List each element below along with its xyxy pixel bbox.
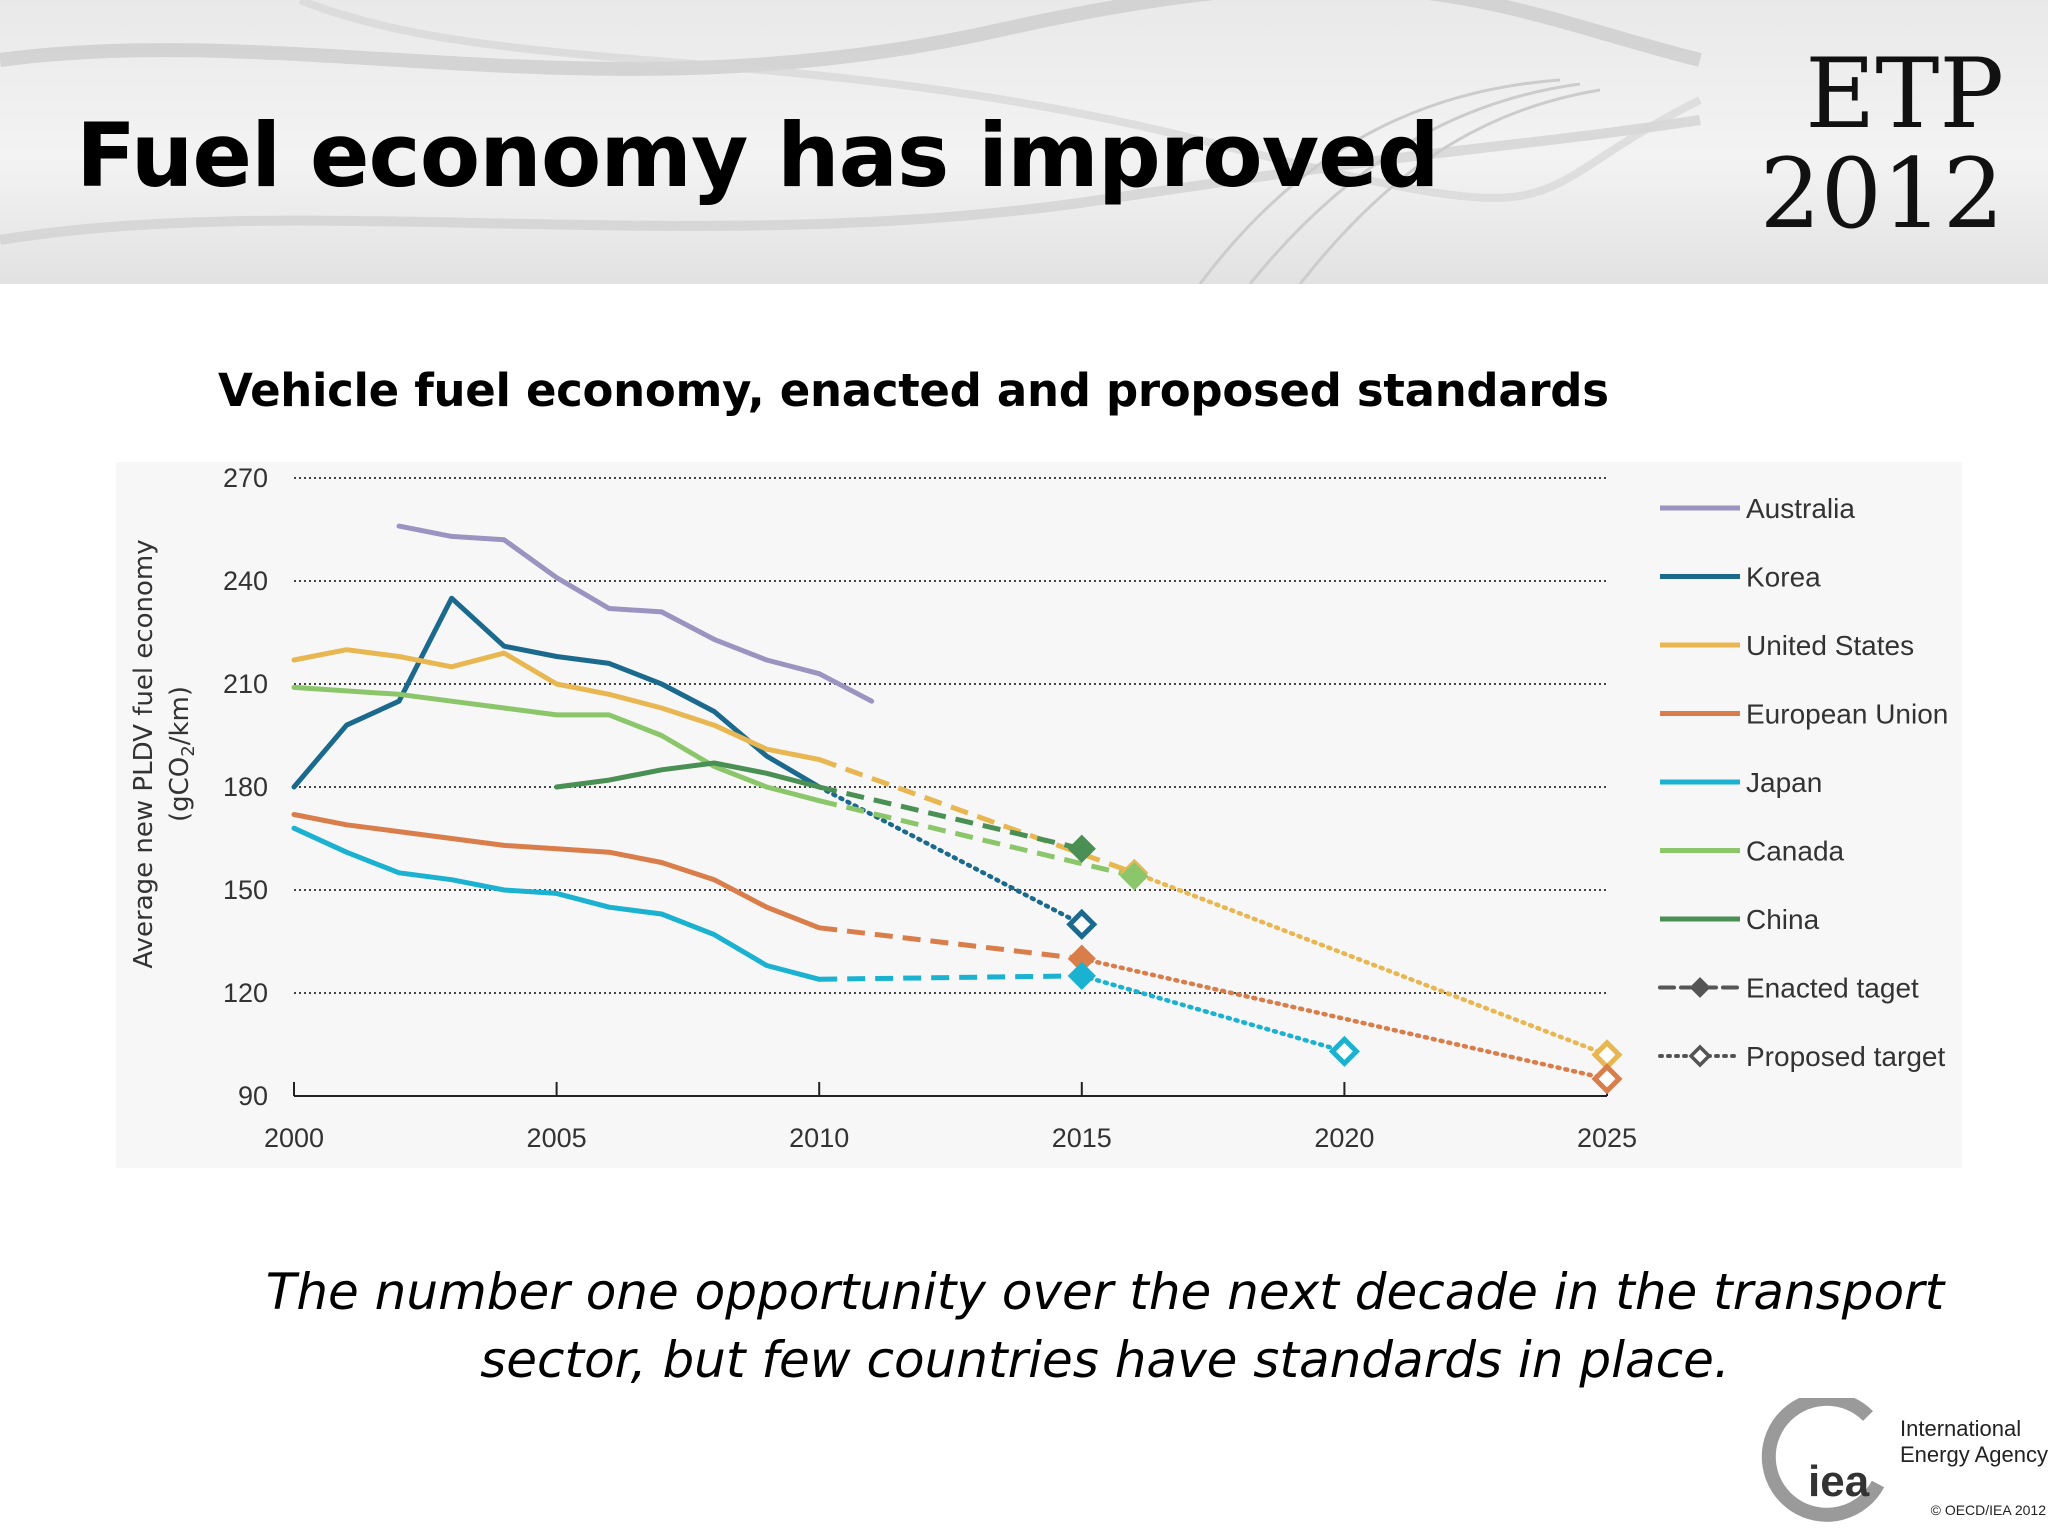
- y-axis-unit-head: (gCO: [165, 757, 195, 822]
- y-tick-label-120: 120: [223, 978, 268, 1008]
- iea-name-line-1: International: [1900, 1416, 2022, 1441]
- axes: 90 120 150 180 210 240 270 2000 2005 2010 2015 2020…: [223, 463, 1637, 1153]
- y-axis-unit: (gCO2/km): [165, 686, 199, 822]
- chart-background: [116, 462, 1962, 1168]
- legend-label-japan: Japan: [1746, 767, 1822, 798]
- x-tick-label-2020: 2020: [1314, 1123, 1374, 1153]
- x-tick-label-2015: 2015: [1052, 1123, 1112, 1153]
- slide-title: Fuel economy has improved: [76, 104, 1440, 207]
- y-axis-unit-subscript: 2: [178, 745, 199, 756]
- banner-decoration: [0, 0, 1702, 284]
- legend-marker-enacted-taget: [1689, 977, 1711, 998]
- series-line-australia: [396, 523, 875, 704]
- enacted-line-china: [818, 784, 1083, 852]
- proposed-marker-european-union: [1591, 1063, 1623, 1095]
- series-line-japan: [291, 825, 822, 982]
- legend-label-enacted-taget: Enacted taget: [1746, 973, 1919, 1004]
- legend-label-canada: Canada: [1746, 836, 1845, 867]
- gridlines: [294, 477, 1607, 994]
- y-axis-unit-tail: /km): [165, 686, 195, 745]
- iea-mark-text: iea: [1808, 1457, 1870, 1506]
- legend-label-proposed-target: Proposed target: [1746, 1041, 1945, 1072]
- iea-logo: iea International Energy Agency © OECD/I…: [1752, 1394, 2048, 1524]
- x-tick-label-2000: 2000: [264, 1123, 324, 1153]
- series-line-european-union: [291, 812, 822, 931]
- header-banner: Fuel economy has improved ETP 2012: [0, 0, 2048, 284]
- series-line-canada: [291, 684, 822, 804]
- enacted-marker-japan: [1067, 961, 1096, 990]
- iea-name-line-2: Energy Agency: [1900, 1442, 2048, 1467]
- legend-label-european-union: European Union: [1746, 699, 1948, 730]
- legend-label-china: China: [1746, 904, 1820, 935]
- y-axis-label: Average new PLDV fuel economy: [129, 539, 159, 968]
- proposed-line-united-states: [1132, 870, 1610, 1058]
- iea-mark-icon: iea: [1761, 1398, 1885, 1522]
- logo-line-etp: ETP: [1805, 38, 2004, 150]
- series-line-united-states: [291, 647, 822, 762]
- y-tick-label-210: 210: [223, 669, 268, 699]
- proposed-line-japan: [1079, 973, 1347, 1054]
- legend-label-united-states: United States: [1746, 630, 1914, 661]
- caption-line-1: The number one opportunity over the next…: [265, 1263, 1945, 1321]
- y-tick-label-180: 180: [223, 772, 268, 802]
- etp-2012-logo: ETP 2012: [1760, 44, 2004, 244]
- legend-label-korea: Korea: [1746, 562, 1821, 593]
- y-tick-label-240: 240: [223, 566, 268, 596]
- enacted-marker-china: [1067, 834, 1096, 863]
- target-markers: [1066, 834, 1623, 1095]
- y-tick-label-270: 270: [223, 463, 268, 493]
- legend-label-australia: Australia: [1746, 493, 1855, 524]
- x-tick-label-2005: 2005: [527, 1123, 587, 1153]
- x-tick-label-2025: 2025: [1577, 1123, 1637, 1153]
- enacted-line-japan: [819, 973, 1082, 982]
- fuel-economy-chart: 90 120 150 180 210 240 270 2000 2005 2010 2015 2020…: [116, 462, 1962, 1168]
- logo-line-year: 2012: [1759, 138, 2004, 250]
- data-series: [291, 523, 1610, 1082]
- y-tick-label-90: 90: [238, 1081, 268, 1111]
- legend: Australia Korea United States European Unio…: [1658, 493, 1948, 1072]
- legend-marker-proposed-target: [1688, 1044, 1712, 1068]
- chart-title: Vehicle fuel economy, enacted and propos…: [218, 364, 1609, 417]
- x-tick-label-2010: 2010: [789, 1123, 849, 1153]
- proposed-marker-korea: [1066, 908, 1098, 940]
- iea-name: International Energy Agency: [1900, 1416, 2048, 1468]
- series-line-china: [554, 760, 822, 790]
- slide-caption: The number one opportunity over the next…: [250, 1258, 1960, 1394]
- proposed-marker-japan: [1328, 1035, 1360, 1067]
- enacted-marker-canada: [1120, 862, 1149, 891]
- caption-line-2: sector, but few countries have standards…: [480, 1331, 1730, 1389]
- enacted-line-european-union: [818, 925, 1083, 962]
- proposed-line-european-union: [1079, 956, 1610, 1082]
- series-line-korea: [291, 595, 822, 790]
- y-tick-label-150: 150: [223, 875, 268, 905]
- copyright-notice: © OECD/IEA 2012: [1930, 1502, 2046, 1518]
